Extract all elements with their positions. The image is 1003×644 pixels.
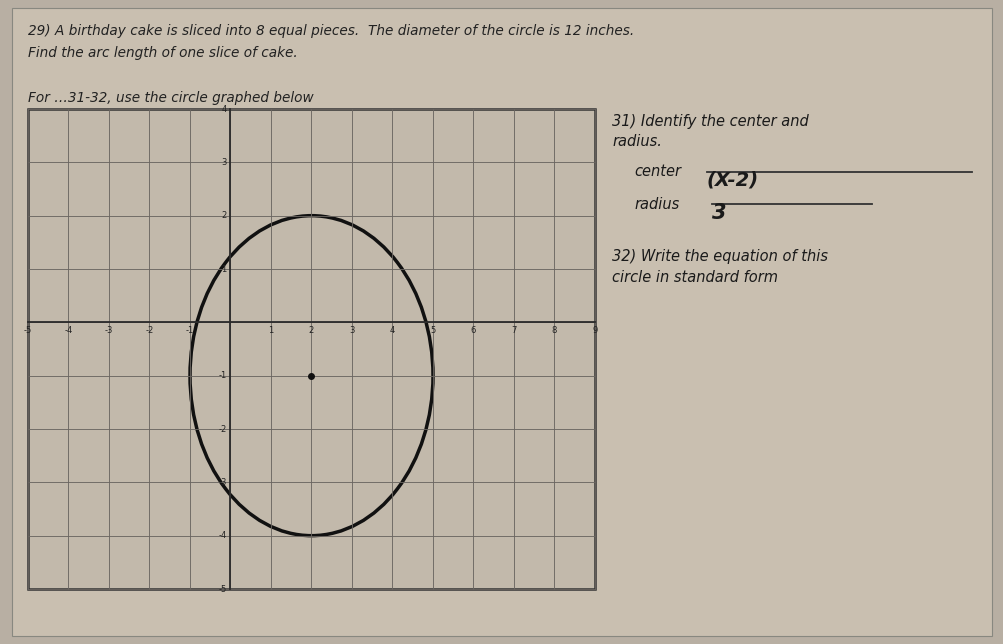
Text: -5: -5 [218,585,227,594]
Bar [28,109,595,589]
Text: 2: 2 [309,327,314,336]
Text: 6: 6 [470,327,475,336]
Text: 5: 5 [430,327,435,336]
Text: circle in standard form: circle in standard form [612,270,777,285]
Text: radius.: radius. [612,134,661,149]
Text: 3: 3 [349,327,354,336]
Text: -3: -3 [218,478,227,487]
Text: (X-2): (X-2) [706,170,758,189]
Text: 8: 8 [552,327,557,336]
Text: -4: -4 [64,327,72,336]
Text: For …31-32, use the circle graphed below: For …31-32, use the circle graphed below [28,91,313,105]
Text: radius: radius [633,197,679,212]
Text: 31) Identify the center and: 31) Identify the center and [612,114,808,129]
Text: 7: 7 [511,327,517,336]
Text: 1: 1 [268,327,274,336]
Text: 32) Write the equation of this: 32) Write the equation of this [612,249,827,264]
Text: -5: -5 [24,327,32,336]
Text: 4: 4 [221,104,227,113]
Text: 3: 3 [711,203,726,223]
Text: Find the arc length of one slice of cake.: Find the arc length of one slice of cake… [28,46,298,60]
Text: 29) A birthday cake is sliced into 8 equal pieces.  The diameter of the circle i: 29) A birthday cake is sliced into 8 equ… [28,24,634,38]
Text: 1: 1 [221,265,227,274]
Bar [28,109,595,589]
Text: 4: 4 [389,327,395,336]
Text: -4: -4 [218,531,227,540]
Text: center: center [633,164,680,179]
Text: 2: 2 [221,211,227,220]
Text: -2: -2 [218,424,227,433]
Text: 9: 9 [592,327,597,336]
Text: -1: -1 [218,371,227,380]
Text: -3: -3 [104,327,113,336]
Text: 3: 3 [221,158,227,167]
Text: -1: -1 [186,327,194,336]
Text: -2: -2 [145,327,153,336]
